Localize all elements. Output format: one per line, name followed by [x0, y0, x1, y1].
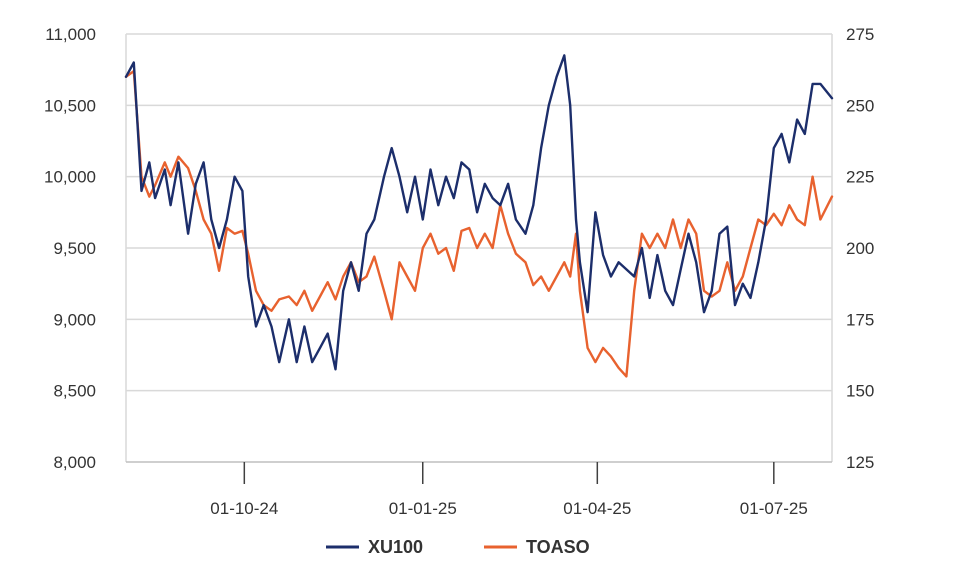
- y-left-tick-label: 10,000: [44, 168, 96, 187]
- gridlines: [126, 33, 832, 392]
- y-right-tick-label: 250: [846, 96, 874, 115]
- x-tick-label: 01-10-24: [210, 499, 278, 518]
- left-y-axis-tick-labels: 8,000 8,500 9,000 9,500 10,000 10,500 11,000: [44, 25, 96, 472]
- legend-label-xu100: XU100: [368, 537, 423, 557]
- y-right-tick-label: 150: [846, 382, 874, 401]
- x-tick-label: 01-07-25: [740, 499, 808, 518]
- axes: [125, 34, 833, 484]
- y-right-tick-label: 175: [846, 310, 874, 329]
- x-tick-label: 01-04-25: [563, 499, 631, 518]
- series-lines: [124, 54, 834, 378]
- y-right-tick-label: 125: [846, 453, 874, 472]
- y-left-tick-label: 9,500: [53, 239, 96, 258]
- y-left-tick-label: 11,000: [45, 25, 96, 44]
- x-axis-tick-labels: 01-10-24 01-01-25 01-04-25 01-07-25: [210, 499, 808, 518]
- legend: XU100 TOASO: [326, 537, 590, 557]
- y-left-tick-label: 8,000: [53, 453, 96, 472]
- y-left-tick-label: 10,500: [44, 96, 96, 115]
- series-line-toaso: [124, 69, 834, 378]
- x-tick-label: 01-01-25: [389, 499, 457, 518]
- series-line-xu100: [124, 54, 834, 371]
- legend-label-toaso: TOASO: [526, 537, 590, 557]
- y-left-tick-label: 9,000: [53, 310, 96, 329]
- right-y-axis-tick-labels: 125 150 175 200 225 250 275: [846, 25, 874, 472]
- y-right-tick-label: 225: [846, 168, 874, 187]
- y-left-tick-label: 8,500: [53, 382, 96, 401]
- y-right-tick-label: 275: [846, 25, 874, 44]
- y-right-tick-label: 200: [846, 239, 874, 258]
